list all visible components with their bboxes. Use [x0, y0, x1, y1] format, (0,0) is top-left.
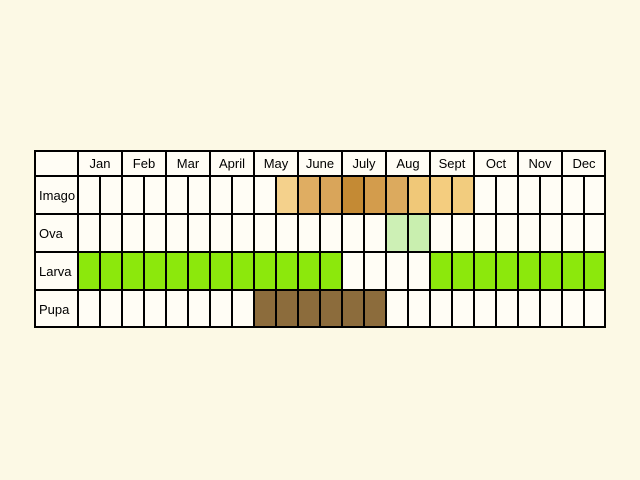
larva-cell-mar-2: [188, 252, 210, 290]
month-label-apr: April: [219, 156, 245, 171]
larva-cell-may-2: [276, 252, 298, 290]
larva-cell-feb-2: [144, 252, 166, 290]
larva-cell-june-1: [298, 252, 320, 290]
larva-cell-dec-2: [584, 252, 606, 290]
imago-cell-july-1: [342, 176, 364, 214]
imago-cell-aug-2: [408, 176, 430, 214]
ova-cell-aug-1: [386, 214, 408, 252]
pupa-cell-july-2: [364, 290, 386, 328]
month-label-june: June: [306, 156, 334, 171]
month-label-oct: Oct: [486, 156, 507, 171]
month-label-mar: Mar: [177, 156, 200, 171]
month-label-jan: Jan: [90, 156, 111, 171]
larva-cell-apr-1: [210, 252, 232, 290]
month-label-feb: Feb: [133, 156, 155, 171]
imago-cell-sept-1: [430, 176, 452, 214]
larva-cell-oct-2: [496, 252, 518, 290]
larva-cell-june-2: [320, 252, 342, 290]
larva-cell-jan-2: [100, 252, 122, 290]
imago-cell-aug-1: [386, 176, 408, 214]
calendar-svg: Jan Feb Mar April May June July Aug Sept Oct Nov De…: [34, 150, 606, 328]
larva-cell-apr-2: [232, 252, 254, 290]
imago-cell-july-2: [364, 176, 386, 214]
stage-label-larva: Larva: [39, 264, 72, 279]
pupa-cell-may-2: [276, 290, 298, 328]
larva-cell-feb-1: [122, 252, 144, 290]
stage-label-ova: Ova: [39, 226, 64, 241]
larva-cell-sept-1: [430, 252, 452, 290]
stage-row-ova: [386, 214, 430, 252]
imago-cell-may-2: [276, 176, 298, 214]
larva-cell-sept-2: [452, 252, 474, 290]
ova-cell-aug-2: [408, 214, 430, 252]
month-label-nov: Nov: [528, 156, 552, 171]
pupa-cell-june-2: [320, 290, 342, 328]
larva-cell-oct-1: [474, 252, 496, 290]
stage-row-imago: [276, 176, 474, 214]
larva-cell-jan-1: [78, 252, 100, 290]
larva-cell-nov-1: [518, 252, 540, 290]
larva-cell-nov-2: [540, 252, 562, 290]
stage-label-imago: Imago: [39, 188, 75, 203]
month-label-july: July: [352, 156, 376, 171]
larva-cell-may-1: [254, 252, 276, 290]
stage-row-pupa: [254, 290, 386, 328]
imago-cell-june-2: [320, 176, 342, 214]
grid-lines: [34, 150, 606, 328]
month-label-may: May: [264, 156, 289, 171]
imago-cell-sept-2: [452, 176, 474, 214]
larva-cell-dec-1: [562, 252, 584, 290]
stage-row-larva: [78, 252, 606, 290]
month-label-sept: Sept: [439, 156, 466, 171]
imago-cell-june-1: [298, 176, 320, 214]
pupa-cell-june-1: [298, 290, 320, 328]
pupa-cell-may-1: [254, 290, 276, 328]
pupa-cell-july-1: [342, 290, 364, 328]
life-cycle-calendar: Jan Feb Mar April May June July Aug Sept Oct Nov De…: [34, 150, 606, 328]
larva-cell-mar-1: [166, 252, 188, 290]
stage-label-pupa: Pupa: [39, 302, 70, 317]
month-label-aug: Aug: [396, 156, 419, 171]
month-label-dec: Dec: [572, 156, 596, 171]
